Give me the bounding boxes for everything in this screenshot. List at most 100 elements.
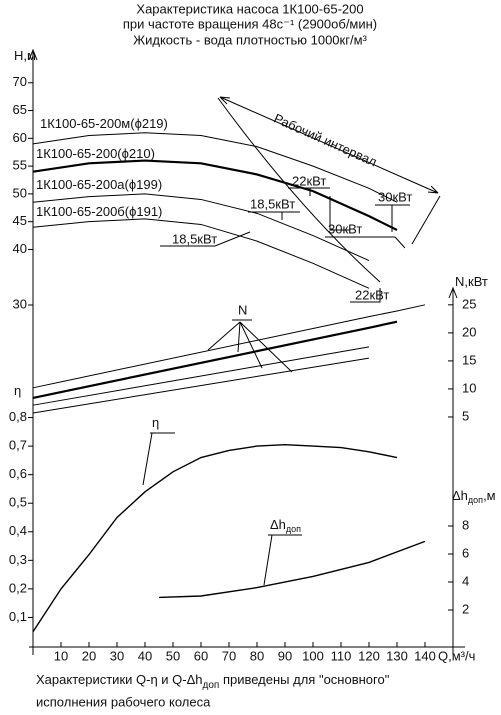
x-axis-label: Q,м³/ч — [438, 648, 475, 663]
y-tick-label: 55 — [13, 158, 27, 173]
label-part: 1К100-65-200м(ϕ219) — [40, 116, 168, 131]
power-marker — [248, 211, 300, 220]
title-line: при частоте вращения 48с⁻¹ (2900об/мин) — [123, 16, 377, 31]
y-tick-label: 4 — [462, 573, 469, 588]
y-tick-label: 45 — [13, 213, 27, 228]
x-tick-label: 110 — [331, 648, 352, 663]
title-line: Характеристика насоса 1К100-65-200 — [136, 1, 363, 16]
footnote-text: Характеристики Q-η и Q-Δh — [36, 672, 203, 687]
y-tick-label: 15 — [462, 352, 476, 367]
annotation: 30кВт — [328, 221, 362, 236]
annotation: 22кВт — [292, 173, 326, 188]
series-line — [32, 304, 426, 389]
dh-leader — [263, 534, 302, 586]
series-line — [32, 132, 398, 203]
y-tick-label: 0,1 — [9, 609, 27, 624]
y-tick-label: 50 — [13, 185, 27, 200]
label-part: ,м — [483, 488, 496, 503]
x-tick-label: 30 — [110, 648, 124, 663]
x-tick-label: 60 — [194, 648, 208, 663]
y-tick-label: 0,8 — [9, 409, 27, 424]
footnote-text: приведены для "основного" — [219, 672, 389, 687]
y-tick-label: 70 — [13, 74, 27, 89]
y-tick-label: 65 — [13, 102, 27, 117]
y-tick-label: 10 — [462, 380, 476, 395]
x-tick-label: 120 — [358, 648, 380, 663]
annotation: N — [238, 302, 247, 317]
n-leader — [207, 319, 293, 373]
series-line — [32, 346, 370, 406]
series-line — [32, 320, 398, 399]
x-tick-label: 130 — [386, 648, 408, 663]
label-part: N,кВт — [455, 274, 488, 289]
x-tick-label: 20 — [82, 648, 96, 663]
y-tick-label: 0,6 — [9, 466, 27, 481]
y-tick-label: 8 — [462, 517, 469, 532]
label-part: η — [14, 383, 21, 398]
series-line — [32, 193, 370, 262]
title-line: Жидкость - вода плотностью 1000кг/м³ — [133, 32, 367, 47]
axis-label: 1К100-65-200б(ϕ191) — [36, 204, 162, 219]
power-marker — [325, 236, 406, 249]
series-line — [158, 540, 426, 599]
annotation: Рабочий интервал — [272, 111, 380, 170]
label-part: доп — [286, 524, 301, 534]
label-part: η — [152, 415, 159, 430]
axis-label: Δhдоп — [270, 517, 301, 534]
series-line — [32, 218, 370, 289]
series-line — [32, 357, 370, 414]
interval-boundary — [411, 195, 441, 245]
series-line — [32, 159, 398, 231]
x-tick-label: 70 — [222, 648, 236, 663]
label-part: 1К100-65-200б(ϕ191) — [36, 204, 162, 219]
axis-label: η — [152, 415, 159, 430]
annotation: 22кВт — [355, 287, 389, 302]
annotation: 18,5кВт — [250, 196, 295, 211]
y-tick-label: 0,5 — [9, 495, 27, 510]
label-part: 1К100-65-200(ϕ210) — [36, 146, 155, 161]
x-tick-label: 10 — [54, 648, 68, 663]
label-part: Δh — [270, 517, 286, 532]
axis-line — [28, 48, 38, 655]
axis-label: 1К100-65-200м(ϕ219) — [40, 116, 168, 131]
label-part: 1К100-65-200а(ϕ199) — [36, 177, 162, 192]
x-tick-label: 80 — [250, 648, 264, 663]
y-tick-label: 25 — [462, 296, 476, 311]
y-tick-label: 0,2 — [9, 580, 27, 595]
axis-label: N,кВт — [455, 274, 488, 289]
axis-line — [448, 286, 458, 655]
power-marker — [350, 288, 381, 303]
y-tick-label: 0,7 — [9, 438, 27, 453]
axis-label: Н,м — [14, 48, 36, 63]
x-tick-label: 100 — [302, 648, 324, 663]
axis-label: η — [14, 383, 21, 398]
x-tick-label: 50 — [166, 648, 180, 663]
interval-arrow — [219, 96, 439, 194]
y-tick-label: 30 — [13, 296, 27, 311]
axis-label: Δhдоп,м — [452, 488, 496, 505]
footnote: исполнения рабочего колеса — [36, 694, 211, 709]
x-tick-label: 90 — [278, 648, 292, 663]
y-tick-label: 20 — [462, 324, 476, 339]
label-part: Δh — [452, 488, 468, 503]
y-tick-label: 0,3 — [9, 552, 27, 567]
axis-label: 1К100-65-200а(ϕ199) — [36, 177, 162, 192]
y-tick-label: 60 — [13, 130, 27, 145]
footnote: Характеристики Q-η и Q-Δhдоп приведены д… — [36, 672, 390, 690]
label-part: Н,м — [14, 48, 36, 63]
y-tick-label: 6 — [462, 545, 469, 560]
x-tick-label: 140 — [414, 648, 436, 663]
footnote-sub: доп — [203, 680, 220, 691]
series-line — [32, 443, 398, 633]
axis-label: 1К100-65-200(ϕ210) — [36, 146, 155, 161]
y-tick-label: 5 — [462, 408, 469, 423]
y-tick-label: 40 — [13, 241, 27, 256]
annotation: 30кВт — [378, 189, 412, 204]
interval-boundary — [217, 97, 381, 283]
eta-leader — [142, 432, 175, 486]
annotation: 18,5кВт — [172, 231, 217, 246]
power-marker — [160, 231, 251, 247]
label-part: доп — [468, 495, 483, 505]
y-tick-label: 0,4 — [9, 523, 27, 538]
